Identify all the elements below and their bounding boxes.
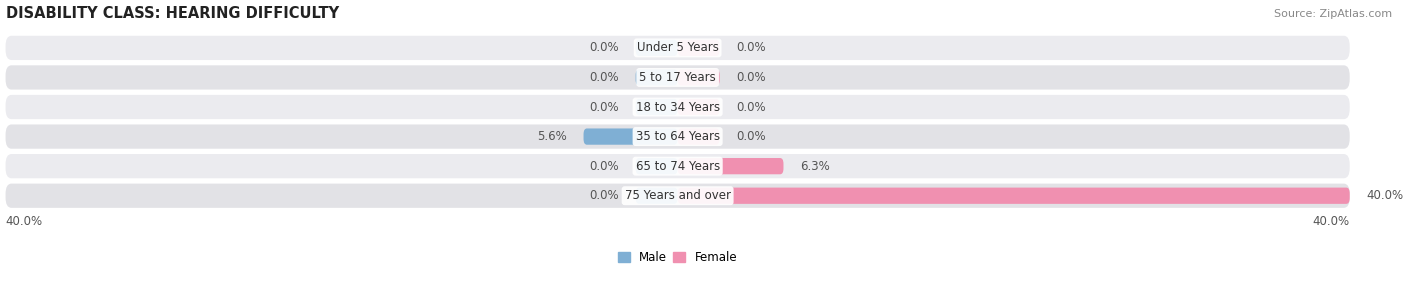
Text: 6.3%: 6.3%: [800, 160, 830, 173]
FancyBboxPatch shape: [636, 40, 678, 56]
Text: 0.0%: 0.0%: [737, 101, 766, 113]
FancyBboxPatch shape: [678, 40, 720, 56]
Text: 65 to 74 Years: 65 to 74 Years: [636, 160, 720, 173]
Text: 0.0%: 0.0%: [737, 130, 766, 143]
Text: 5 to 17 Years: 5 to 17 Years: [640, 71, 716, 84]
Text: 40.0%: 40.0%: [1313, 215, 1350, 228]
Text: 0.0%: 0.0%: [737, 41, 766, 54]
FancyBboxPatch shape: [678, 158, 783, 174]
FancyBboxPatch shape: [636, 158, 678, 174]
FancyBboxPatch shape: [583, 128, 678, 145]
Text: 0.0%: 0.0%: [589, 71, 619, 84]
FancyBboxPatch shape: [678, 188, 1350, 204]
FancyBboxPatch shape: [678, 128, 720, 145]
Text: 40.0%: 40.0%: [6, 215, 42, 228]
FancyBboxPatch shape: [636, 69, 678, 86]
Text: 75 Years and over: 75 Years and over: [624, 189, 731, 202]
Legend: Male, Female: Male, Female: [613, 246, 742, 269]
FancyBboxPatch shape: [636, 188, 678, 204]
Text: 0.0%: 0.0%: [737, 71, 766, 84]
FancyBboxPatch shape: [6, 184, 1350, 208]
Text: 0.0%: 0.0%: [589, 101, 619, 113]
Text: Source: ZipAtlas.com: Source: ZipAtlas.com: [1274, 9, 1392, 19]
FancyBboxPatch shape: [678, 69, 720, 86]
FancyBboxPatch shape: [636, 99, 678, 115]
FancyBboxPatch shape: [6, 124, 1350, 149]
Text: 5.6%: 5.6%: [537, 130, 567, 143]
FancyBboxPatch shape: [6, 154, 1350, 178]
Text: DISABILITY CLASS: HEARING DIFFICULTY: DISABILITY CLASS: HEARING DIFFICULTY: [6, 5, 339, 20]
FancyBboxPatch shape: [678, 99, 720, 115]
FancyBboxPatch shape: [6, 95, 1350, 119]
Text: 40.0%: 40.0%: [1367, 189, 1403, 202]
Text: Under 5 Years: Under 5 Years: [637, 41, 718, 54]
Text: 18 to 34 Years: 18 to 34 Years: [636, 101, 720, 113]
Text: 0.0%: 0.0%: [589, 189, 619, 202]
Text: 0.0%: 0.0%: [589, 41, 619, 54]
FancyBboxPatch shape: [6, 36, 1350, 60]
Text: 0.0%: 0.0%: [589, 160, 619, 173]
Text: 35 to 64 Years: 35 to 64 Years: [636, 130, 720, 143]
FancyBboxPatch shape: [6, 65, 1350, 90]
